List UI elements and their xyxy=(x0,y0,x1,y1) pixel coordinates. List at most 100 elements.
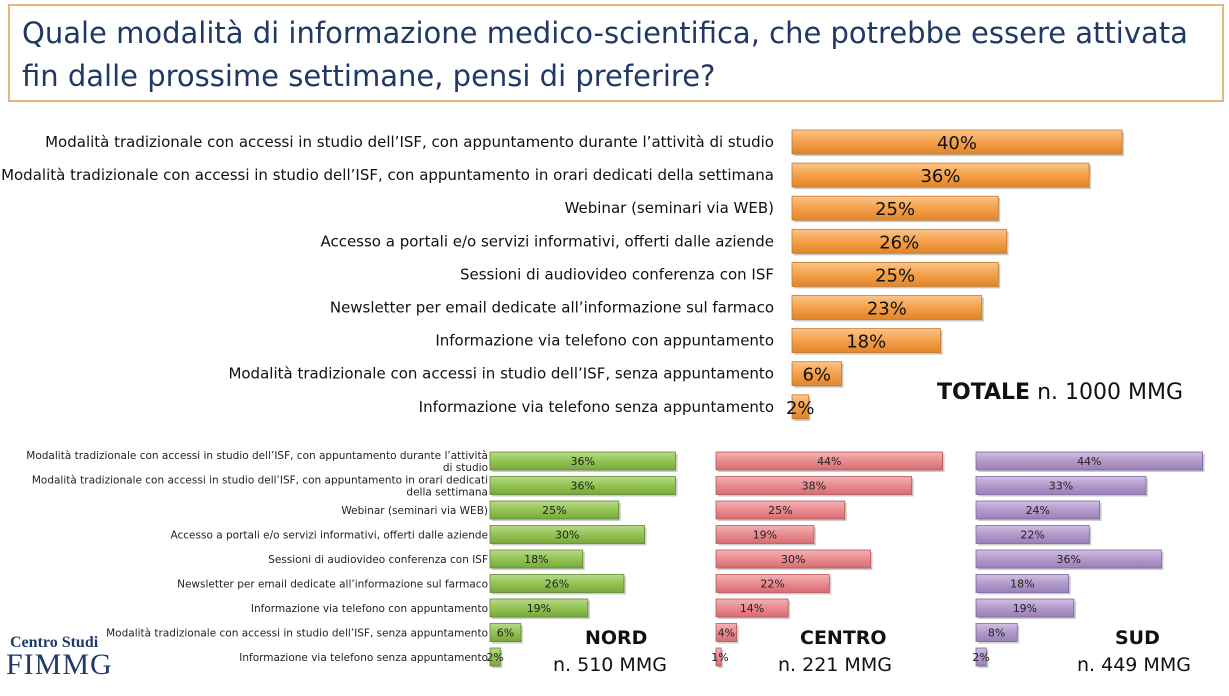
centro-bar xyxy=(715,574,830,593)
sud-bar xyxy=(975,647,987,667)
totale-category-label: Sessioni di audiovideo conferenza con IS… xyxy=(460,265,774,283)
nord-value-label: 30% xyxy=(555,529,579,542)
nord-value-label: 6% xyxy=(497,627,514,640)
sud-sample-size: n. 449 MMG xyxy=(1077,654,1191,676)
centro-bar xyxy=(715,525,815,544)
centro-value-label: 22% xyxy=(760,578,784,591)
totale-value-label: 36% xyxy=(920,166,960,187)
nord-panel-title: NORD xyxy=(585,627,647,649)
region-category-label: Modalità tradizionale con accessi in stu… xyxy=(26,450,488,462)
title-box: Quale modalità di informazione medico-sc… xyxy=(8,4,1224,102)
sud-value-label: 8% xyxy=(988,627,1005,640)
sud-bar xyxy=(975,623,1018,642)
totale-category-label: Informazione via telefono senza appuntam… xyxy=(419,398,774,416)
region-category-label: Modalità tradizionale con accessi in stu… xyxy=(32,475,488,487)
totale-value-label: 25% xyxy=(875,265,915,286)
sud-bar xyxy=(975,476,1147,495)
centro-bar xyxy=(715,500,846,520)
centro-value-label: 4% xyxy=(718,627,735,640)
region-category-label: Sessioni di audiovideo conferenza con IS… xyxy=(268,554,488,566)
totale-bar xyxy=(791,295,983,320)
totale-value-label: 23% xyxy=(867,299,907,320)
totale-bar xyxy=(791,261,999,287)
region-category-label-line2: di studio xyxy=(443,462,488,474)
centro-bar xyxy=(715,598,789,618)
totale-bar xyxy=(791,195,999,221)
totale-bar xyxy=(791,129,1123,155)
nord-value-label: 26% xyxy=(545,578,569,591)
totale-panel-title: TOTALE xyxy=(937,380,1030,405)
sud-bar xyxy=(975,549,1162,569)
centro-value-label: 30% xyxy=(781,553,805,566)
nord-value-label: 36% xyxy=(570,480,594,493)
totale-value-label: 40% xyxy=(937,133,977,154)
sud-bar xyxy=(975,574,1070,593)
totale-value-label: 25% xyxy=(875,199,915,220)
totale-category-label: Webinar (seminari via WEB) xyxy=(565,199,774,217)
sud-value-label: 18% xyxy=(1010,578,1034,591)
totale-bar xyxy=(791,394,809,420)
page-title: Quale modalità di informazione medico-sc… xyxy=(22,16,1188,93)
sud-value-label: 19% xyxy=(1013,602,1037,615)
totale-category-label: Newsletter per email dedicate all’inform… xyxy=(330,299,774,317)
totale-category-label: Modalità tradizionale con accessi in stu… xyxy=(45,133,774,151)
centro-sample-size: n. 221 MMG xyxy=(778,654,892,676)
totale-category-label: Modalità tradizionale con accessi in stu… xyxy=(1,166,774,184)
region-category-label: Webinar (seminari via WEB) xyxy=(341,505,488,517)
centro-value-label: 1% xyxy=(711,651,728,664)
totale-bar xyxy=(791,328,941,354)
nord-bar xyxy=(489,549,584,569)
nord-value-label: 19% xyxy=(527,602,551,615)
totale-value-label: 6% xyxy=(802,365,831,386)
sud-value-label: 33% xyxy=(1049,480,1073,493)
region-category-label: Informazione via telefono senza appuntam… xyxy=(239,652,488,664)
sud-panel-title: SUD xyxy=(1115,627,1160,649)
centro-value-label: 19% xyxy=(753,529,777,542)
totale-category-label: Modalità tradizionale con accessi in stu… xyxy=(228,365,774,383)
nord-bar xyxy=(489,500,620,520)
region-category-label-line2: della settimana xyxy=(406,487,488,499)
nord-value-label: 36% xyxy=(570,455,594,468)
region-category-label: Modalità tradizionale con accessi in stu… xyxy=(106,628,488,640)
centro-value-label: 14% xyxy=(740,602,764,615)
totale-bar xyxy=(791,228,1007,254)
centro-panel-title: CENTRO xyxy=(800,627,887,649)
centro-value-label: 38% xyxy=(802,480,826,493)
nord-sample-size: n. 510 MMG xyxy=(553,654,667,676)
region-category-label: Newsletter per email dedicate all’inform… xyxy=(177,579,488,591)
totale-sample-size: n. 1000 MMG xyxy=(1030,380,1183,405)
totale-category-label: Accesso a portali e/o servizi informativ… xyxy=(320,232,774,250)
nord-bar xyxy=(489,451,676,471)
nord-bar xyxy=(489,647,501,667)
nord-bar xyxy=(489,574,625,593)
nord-bar xyxy=(489,598,589,618)
nord-bar xyxy=(489,623,522,642)
totale-bar xyxy=(791,162,1090,188)
centro-bar xyxy=(715,451,944,471)
region-category-label: Informazione via telefono con appuntamen… xyxy=(251,603,488,615)
totale-value-label: 2% xyxy=(786,398,815,419)
sud-value-label: 36% xyxy=(1056,553,1080,566)
centro-bar xyxy=(715,647,722,667)
nord-bar xyxy=(489,476,676,495)
totale-panel-label: TOTALE n. 1000 MMG xyxy=(937,380,1183,405)
centro-value-label: 25% xyxy=(768,504,792,517)
sud-bar xyxy=(975,598,1075,618)
centro-bar xyxy=(715,549,871,569)
nord-bar xyxy=(489,525,645,544)
sud-value-label: 2% xyxy=(972,651,989,664)
centro-value-label: 44% xyxy=(817,455,841,468)
sud-value-label: 22% xyxy=(1020,529,1044,542)
logo-line-1: Centro Studi xyxy=(10,634,99,651)
sud-bar xyxy=(975,500,1100,520)
logo-line-2: FIMMG xyxy=(6,648,113,681)
totale-category-label: Informazione via telefono con appuntamen… xyxy=(435,332,774,350)
sud-bar xyxy=(975,525,1090,544)
centro-bar xyxy=(715,623,738,642)
totale-value-label: 26% xyxy=(879,232,919,253)
nord-value-label: 25% xyxy=(542,504,566,517)
region-category-label: Accesso a portali e/o servizi informativ… xyxy=(171,530,488,542)
nord-value-label: 18% xyxy=(524,553,548,566)
centro-studi-fimmg-logo: Centro Studi FIMMG xyxy=(2,634,112,694)
